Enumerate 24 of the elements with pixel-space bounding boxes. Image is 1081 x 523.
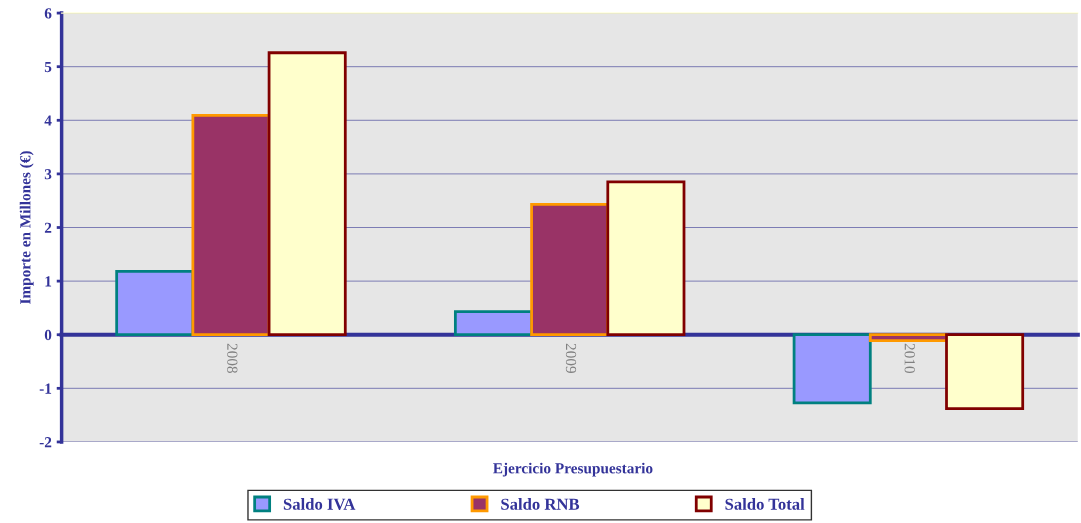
- y-tick-label: 3: [44, 169, 52, 180]
- bar: [453, 310, 533, 337]
- y-tick-label: 2: [44, 222, 52, 233]
- y-tick-label: 0: [44, 329, 52, 341]
- legend-label: Saldo IVA: [283, 498, 356, 510]
- y-tick-label: -2: [39, 437, 52, 448]
- x-tick-label: 2009: [565, 343, 577, 373]
- y-tick-label: 1: [45, 276, 52, 287]
- x-tick-label: 2010: [904, 343, 915, 374]
- legend-label: Saldo Total: [725, 498, 805, 510]
- y-tick-label: 4: [44, 115, 52, 126]
- y-tick-label: 5: [44, 61, 52, 73]
- bar: [945, 333, 1025, 411]
- legend-label: Saldo RNB: [501, 498, 580, 510]
- bar: [792, 333, 872, 405]
- bar: [191, 114, 271, 337]
- x-tick-label: 2008: [227, 343, 238, 374]
- y-axis-title: Importe en Millones (€): [19, 151, 34, 304]
- bar: [606, 180, 686, 337]
- x-axis-title: Ejercicio Presupuestario: [493, 462, 653, 477]
- bar: [267, 51, 347, 337]
- y-tick-label: 6: [44, 8, 52, 19]
- y-tick-label: -1: [39, 383, 52, 394]
- bar: [868, 333, 948, 343]
